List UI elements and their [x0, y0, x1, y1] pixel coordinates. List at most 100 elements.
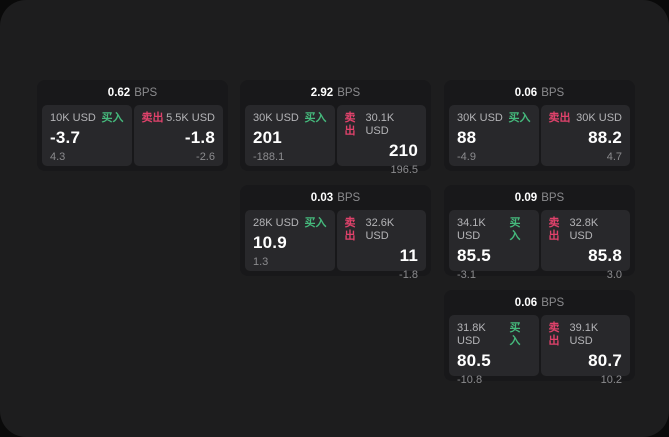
buy-tile-header: 30K USD 买入 — [253, 112, 327, 125]
sell-amount: 30K USD — [576, 112, 622, 124]
sell-sub-value: 3.0 — [606, 269, 622, 281]
card-header: 2.92 BPS — [240, 80, 431, 105]
card-header: 0.62 BPS — [37, 80, 228, 105]
buy-tile-header: 10K USD 买入 — [50, 112, 124, 125]
buy-price: 85.5 — [457, 246, 491, 265]
sell-tile-header: 卖出 5.5K USD — [142, 112, 216, 125]
buy-amount: 31.8K USD — [457, 322, 486, 347]
buy-sub-value: -10.8 — [457, 374, 483, 386]
sell-tile-header: 卖出 39.1K USD — [549, 322, 623, 348]
buy-price: 88 — [457, 128, 477, 147]
quote-card: 0.03 BPS 28K USD 买入 10.9 1.3 卖出 32.6K US… — [240, 185, 431, 281]
buy-tile-header: 30K USD 买入 — [457, 112, 531, 125]
sell-price: 80.7 — [588, 351, 622, 370]
bps-unit-label: BPS — [541, 296, 565, 309]
card-header: 0.06 BPS — [444, 80, 635, 105]
quote-card: 0.06 BPS 30K USD 买入 88 -4.9 卖出 30K USD 8… — [444, 80, 635, 171]
bps-value: 0.09 — [514, 191, 538, 204]
sell-sub-value: 196.5 — [390, 164, 418, 176]
bps-value: 0.62 — [107, 86, 131, 99]
buy-side-label: 买入 — [101, 112, 124, 124]
sell-tile[interactable]: 卖出 30.1K USD 210 196.5 — [336, 105, 426, 176]
buy-price: 80.5 — [457, 351, 491, 370]
card-header: 0.06 BPS — [444, 290, 635, 315]
buy-tile[interactable]: 34.1K USD 买入 85.5 -3.1 — [449, 210, 539, 281]
sell-sub-value: 10.2 — [600, 374, 622, 386]
buy-tile[interactable]: 10K USD 买入 -3.7 4.3 — [42, 105, 132, 166]
sell-sub-value: -2.6 — [196, 151, 215, 163]
buy-side-label: 买入 — [304, 112, 327, 124]
buy-sub-value: -3.1 — [457, 269, 476, 281]
sell-sub-value: -1.8 — [399, 269, 418, 281]
sell-side-label: 卖出 — [344, 217, 356, 242]
sell-tile-header: 卖出 32.8K USD — [549, 217, 623, 243]
sell-tile-header: 卖出 30K USD — [549, 112, 623, 125]
buy-amount: 34.1K USD — [457, 217, 486, 242]
bps-value: 0.06 — [514, 86, 538, 99]
sell-price: 85.8 — [588, 246, 622, 265]
quote-card: 0.09 BPS 34.1K USD 买入 85.5 -3.1 卖出 32.8K… — [444, 185, 635, 281]
buy-amount: 30K USD — [457, 112, 503, 124]
sell-tile[interactable]: 卖出 39.1K USD 80.7 10.2 — [540, 315, 630, 386]
buy-tile[interactable]: 30K USD 买入 88 -4.9 — [449, 105, 539, 166]
buy-sub-value: -188.1 — [253, 151, 285, 163]
buy-price: -3.7 — [50, 128, 81, 147]
quote-card: 0.06 BPS 31.8K USD 买入 80.5 -10.8 卖出 39.1… — [444, 290, 635, 386]
sell-amount: 30.1K USD — [365, 112, 395, 137]
card-header: 0.09 BPS — [444, 185, 635, 210]
buy-sub-value: -4.9 — [457, 151, 476, 163]
sell-side-label: 卖出 — [548, 112, 571, 124]
sell-price: -1.8 — [184, 128, 215, 147]
bps-unit-label: BPS — [541, 191, 565, 204]
quote-card: 0.62 BPS 10K USD 买入 -3.7 4.3 卖出 5.5K USD… — [37, 80, 228, 171]
sell-tile-header: 卖出 32.6K USD — [345, 217, 419, 243]
bps-value: 0.03 — [310, 191, 334, 204]
buy-sub-value: 1.3 — [253, 256, 269, 268]
sell-side-label: 卖出 — [548, 322, 560, 347]
buy-tile-header: 28K USD 买入 — [253, 217, 327, 230]
sell-price: 210 — [389, 141, 418, 160]
sell-price: 11 — [399, 246, 418, 265]
bps-unit-label: BPS — [134, 86, 158, 99]
sell-tile[interactable]: 卖出 30K USD 88.2 4.7 — [540, 105, 630, 166]
buy-tile[interactable]: 28K USD 买入 10.9 1.3 — [245, 210, 335, 271]
card-header: 0.03 BPS — [240, 185, 431, 210]
sell-tile-header: 卖出 30.1K USD — [345, 112, 419, 138]
sell-sub-value: 4.7 — [606, 151, 622, 163]
buy-price: 201 — [253, 128, 282, 147]
sell-tile[interactable]: 卖出 32.6K USD 11 -1.8 — [336, 210, 426, 281]
buy-side-label: 买入 — [304, 217, 327, 229]
sell-amount: 32.8K USD — [569, 217, 599, 242]
buy-amount: 28K USD — [253, 217, 299, 229]
card-body: 10K USD 买入 -3.7 4.3 卖出 5.5K USD -1.8 -2.… — [37, 105, 228, 166]
bps-unit-label: BPS — [337, 86, 361, 99]
buy-side-label: 买入 — [509, 217, 521, 242]
sell-price: 88.2 — [588, 128, 622, 147]
buy-price: 10.9 — [253, 233, 287, 252]
sell-amount: 32.6K USD — [365, 217, 395, 242]
bps-value: 2.92 — [310, 86, 334, 99]
buy-tile[interactable]: 30K USD 买入 201 -188.1 — [245, 105, 335, 166]
sell-side-label: 卖出 — [548, 217, 560, 242]
sell-side-label: 卖出 — [344, 112, 356, 137]
card-body: 28K USD 买入 10.9 1.3 卖出 32.6K USD 11 -1.8 — [240, 210, 431, 281]
sell-tile[interactable]: 卖出 32.8K USD 85.8 3.0 — [540, 210, 630, 281]
card-body: 30K USD 买入 88 -4.9 卖出 30K USD 88.2 4.7 — [444, 105, 635, 166]
sell-amount: 5.5K USD — [166, 112, 215, 124]
sell-amount: 39.1K USD — [569, 322, 599, 347]
buy-tile[interactable]: 31.8K USD 买入 80.5 -10.8 — [449, 315, 539, 386]
bps-value: 0.06 — [514, 296, 538, 309]
buy-amount: 10K USD — [50, 112, 96, 124]
quote-card: 2.92 BPS 30K USD 买入 201 -188.1 卖出 30.1K … — [240, 80, 431, 176]
buy-tile-header: 34.1K USD 买入 — [457, 217, 531, 243]
card-body: 34.1K USD 买入 85.5 -3.1 卖出 32.8K USD 85.8… — [444, 210, 635, 281]
sell-side-label: 卖出 — [141, 112, 164, 124]
bps-unit-label: BPS — [337, 191, 361, 204]
bps-unit-label: BPS — [541, 86, 565, 99]
buy-side-label: 买入 — [508, 112, 531, 124]
buy-amount: 30K USD — [253, 112, 299, 124]
buy-side-label: 买入 — [509, 322, 521, 347]
sell-tile[interactable]: 卖出 5.5K USD -1.8 -2.6 — [133, 105, 223, 166]
buy-sub-value: 4.3 — [50, 151, 66, 163]
